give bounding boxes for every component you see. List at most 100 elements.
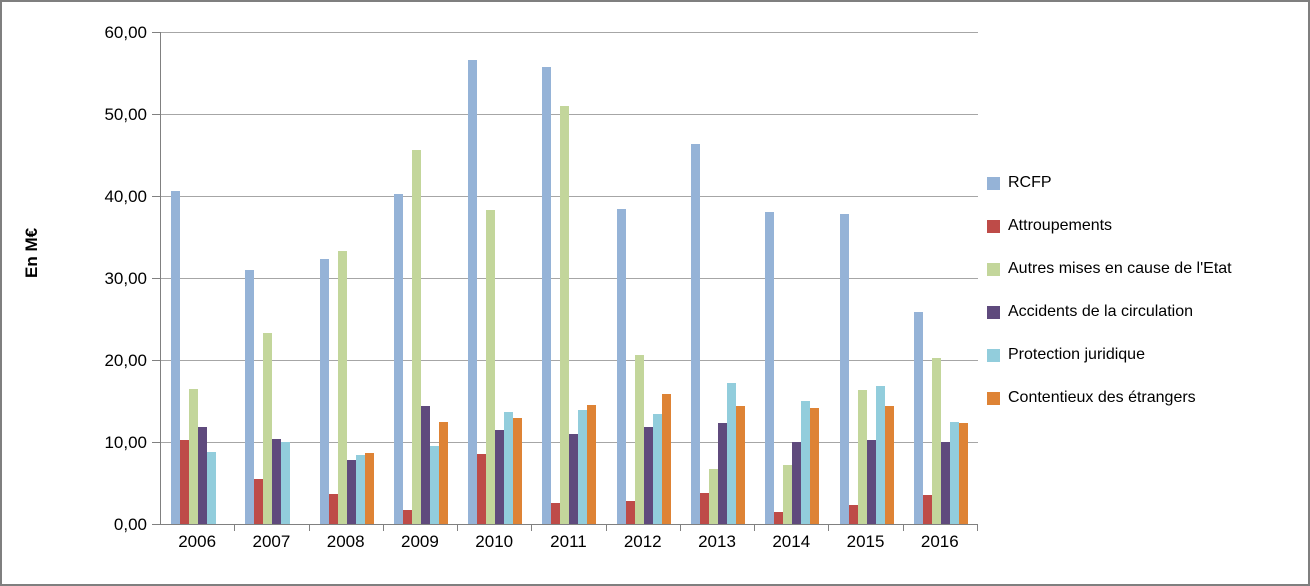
- bar-2014-accidents-de-la-circulation: [792, 442, 802, 524]
- bar-2010-autres-mises-en-cause-de-l-etat: [486, 209, 496, 524]
- bar-group-2006: [161, 32, 235, 524]
- bar-group-2015: [829, 32, 903, 524]
- gridline-60: [161, 32, 978, 33]
- bar-group-2007: [235, 32, 309, 524]
- bar-group-2008: [310, 32, 384, 524]
- bar-group-2012: [607, 32, 681, 524]
- x-tick-label-2013: 2013: [698, 532, 736, 551]
- bar-2009-accidents-de-la-circulation: [420, 405, 430, 524]
- x-tick-label-2012: 2012: [623, 532, 662, 551]
- legend-item-rcfp: RCFP: [987, 174, 1232, 192]
- bar-2014-contentieux-des-trangers: [810, 407, 820, 524]
- bar-2010-accidents-de-la-circulation: [495, 429, 505, 524]
- gridline-50: [161, 114, 978, 115]
- y-tick-50: [152, 114, 160, 115]
- legend-swatch-icon: [987, 262, 1000, 276]
- bar-2008-accidents-de-la-circulation: [346, 460, 356, 524]
- bar-2016-protection-juridique: [949, 422, 959, 524]
- x-tick: [754, 525, 756, 531]
- x-tick: [902, 525, 904, 531]
- y-tick-label: 60,00: [104, 23, 147, 42]
- bar-2016-accidents-de-la-circulation: [940, 442, 950, 524]
- y-axis-title: En M€: [22, 227, 41, 278]
- y-tick-20: [152, 360, 160, 361]
- x-tick: [531, 525, 533, 531]
- x-tick-label-2008: 2008: [326, 532, 365, 551]
- x-tick: [977, 525, 978, 531]
- legend-swatch-icon: [987, 391, 1000, 405]
- bar-2014-rcfp: [765, 212, 775, 524]
- bar-group-2009: [384, 32, 458, 524]
- bar-2016-autres-mises-en-cause-de-l-etat: [931, 357, 941, 524]
- legend-item-contentieux-des-trangers: Contentieux des étrangers: [987, 389, 1232, 407]
- bar-2010-contentieux-des-trangers: [513, 418, 523, 524]
- bar-2011-protection-juridique: [578, 410, 588, 524]
- legend-item-accidents-de-la-circulation: Accidents de la circulation: [987, 303, 1232, 321]
- bar-2011-contentieux-des-trangers: [587, 405, 597, 524]
- bar-2011-rcfp: [542, 67, 552, 524]
- bar-2013-accidents-de-la-circulation: [717, 423, 727, 524]
- y-tick-label: 10,00: [104, 433, 147, 452]
- x-tick-label-2015: 2015: [846, 532, 885, 551]
- bar-2010-attroupements: [477, 454, 487, 524]
- bar-2006-attroupements: [180, 440, 190, 524]
- legend-label: Attroupements: [1008, 217, 1113, 234]
- legend-label: Accidents de la circulation: [1008, 303, 1193, 320]
- bar-2012-protection-juridique: [652, 414, 662, 524]
- bar-2012-contentieux-des-trangers: [661, 394, 671, 524]
- x-tick-label-2014: 2014: [772, 532, 811, 551]
- bar-2013-attroupements: [699, 492, 709, 524]
- bar-2010-rcfp: [468, 59, 478, 524]
- y-tick-10: [152, 442, 160, 443]
- legend-label: Protection juridique: [1008, 346, 1145, 363]
- x-tick: [679, 525, 681, 531]
- x-tick: [382, 525, 384, 531]
- bar-2009-autres-mises-en-cause-de-l-etat: [411, 150, 421, 524]
- x-tick-label-2010: 2010: [475, 532, 514, 551]
- y-tick-label: 40,00: [104, 187, 147, 206]
- legend-item-protection-juridique: Protection juridique: [987, 346, 1232, 364]
- gridline-30: [161, 278, 978, 279]
- bar-2008-rcfp: [319, 259, 329, 524]
- bar-2009-protection-juridique: [429, 446, 439, 524]
- bar-2009-attroupements: [402, 510, 412, 524]
- bar-2013-rcfp: [690, 144, 700, 524]
- bar-2008-autres-mises-en-cause-de-l-etat: [337, 250, 347, 524]
- bar-2011-attroupements: [551, 502, 561, 524]
- y-tick-30: [152, 278, 160, 279]
- x-tick: [234, 525, 236, 531]
- bar-2012-attroupements: [625, 501, 635, 524]
- bar-groups: [161, 32, 978, 524]
- bar-2008-attroupements: [328, 493, 338, 524]
- x-tick: [308, 525, 310, 531]
- bar-2011-accidents-de-la-circulation: [569, 433, 579, 524]
- bar-2007-protection-juridique: [281, 442, 291, 524]
- x-tick-label-2007: 2007: [252, 532, 291, 551]
- gridline-40: [161, 196, 978, 197]
- bar-2012-accidents-de-la-circulation: [643, 427, 653, 524]
- x-tick-label-2011: 2011: [550, 532, 587, 551]
- bar-2006-accidents-de-la-circulation: [198, 427, 208, 524]
- gridline-20: [161, 360, 978, 361]
- bar-2013-protection-juridique: [726, 382, 736, 524]
- bar-2012-rcfp: [616, 209, 626, 524]
- bar-2015-protection-juridique: [875, 386, 885, 524]
- bar-2016-contentieux-des-trangers: [958, 423, 968, 524]
- bar-group-2016: [904, 32, 978, 524]
- bar-2008-protection-juridique: [355, 455, 365, 524]
- y-tick-60: [152, 32, 160, 33]
- bar-group-2011: [532, 32, 606, 524]
- bar-2007-accidents-de-la-circulation: [272, 438, 282, 524]
- y-tick-0: [152, 524, 160, 525]
- bar-2007-autres-mises-en-cause-de-l-etat: [263, 332, 273, 524]
- plot-area: [152, 32, 978, 531]
- y-tick-label: 0,00: [113, 515, 147, 534]
- x-tick: [828, 525, 830, 531]
- bar-group-2013: [681, 32, 755, 524]
- bar-2014-autres-mises-en-cause-de-l-etat: [783, 464, 793, 524]
- bar-2006-autres-mises-en-cause-de-l-etat: [189, 388, 199, 524]
- legend: RCFP Attroupements Autres mises en cause d…: [987, 174, 1232, 432]
- bar-2006-protection-juridique: [207, 451, 217, 524]
- y-tick-label: 30,00: [104, 269, 147, 288]
